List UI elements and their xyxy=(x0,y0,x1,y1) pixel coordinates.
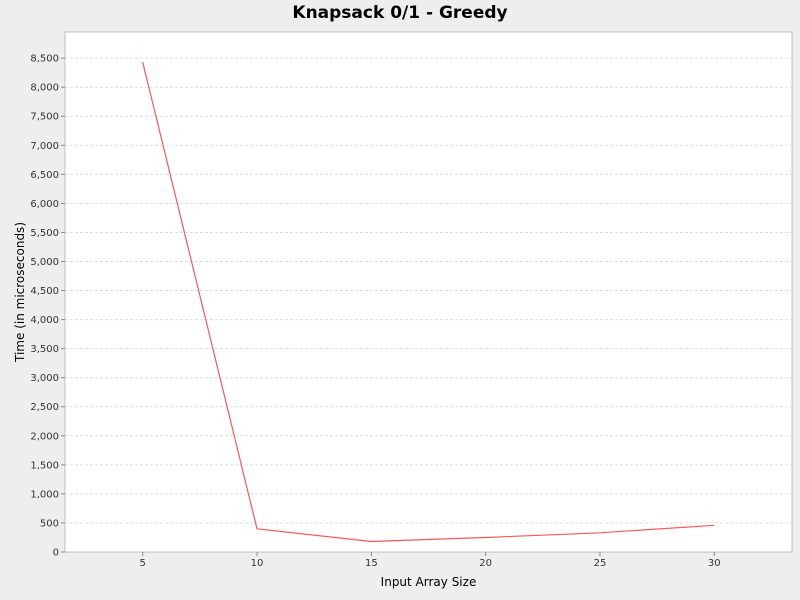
y-tick-label: 5,000 xyxy=(30,257,59,268)
series-layer xyxy=(142,62,715,543)
y-tick-label: 0 xyxy=(53,548,59,559)
grid-lines xyxy=(65,57,792,524)
tick-labels: 0 500 1,000 1,500 2,000 2,500 3,000 3,500 4,000 4… xyxy=(30,54,720,569)
y-tick-label: 7,500 xyxy=(30,112,59,123)
y-tick-label: 3,000 xyxy=(30,373,59,384)
y-tick-label: 1,500 xyxy=(30,460,59,471)
y-tick-label: 5,500 xyxy=(30,228,59,239)
axes xyxy=(61,57,715,556)
x-tick-label: 5 xyxy=(140,558,146,569)
x-tick-label: 20 xyxy=(479,558,492,569)
x-tick-label: 15 xyxy=(365,558,378,569)
y-tick-label: 4,000 xyxy=(30,315,59,326)
x-tick-label: 10 xyxy=(251,558,264,569)
series-line xyxy=(142,62,715,543)
y-tick-label: 8,500 xyxy=(30,54,59,65)
x-tick-label: 30 xyxy=(708,558,721,569)
y-tick-label: 2,500 xyxy=(30,402,59,413)
y-tick-label: 6,000 xyxy=(30,199,59,210)
y-tick-label: 8,000 xyxy=(30,83,59,94)
y-axis-label: Time (in microseconds) xyxy=(13,222,27,363)
plot-area xyxy=(64,31,793,553)
chart-title: Knapsack 0/1 - Greedy xyxy=(292,3,508,23)
x-axis-label: Input Array Size xyxy=(381,575,477,589)
y-tick-label: 3,500 xyxy=(30,344,59,355)
x-tick-label: 25 xyxy=(594,558,607,569)
y-tick-label: 2,000 xyxy=(30,431,59,442)
y-tick-label: 4,500 xyxy=(30,286,59,297)
y-tick-label: 7,000 xyxy=(30,141,59,152)
y-tick-label: 1,000 xyxy=(30,489,59,500)
y-tick-label: 500 xyxy=(40,518,59,529)
y-tick-label: 6,500 xyxy=(30,170,59,181)
